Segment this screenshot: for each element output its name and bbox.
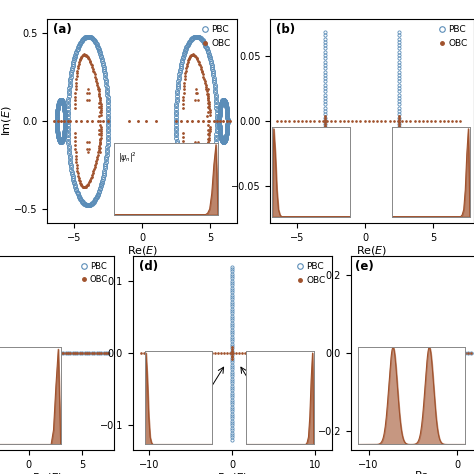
X-axis label: Re($E$): Re($E$): [356, 244, 388, 257]
X-axis label: Re($E$): Re($E$): [32, 472, 63, 474]
Legend: PBC, OBC: PBC, OBC: [294, 261, 327, 287]
X-axis label: Re($E$): Re($E$): [127, 244, 158, 257]
X-axis label: Re: Re: [415, 472, 429, 474]
X-axis label: Re($E$): Re($E$): [217, 472, 248, 474]
Text: (a): (a): [53, 23, 72, 36]
Legend: PBC, OBC: PBC, OBC: [437, 24, 469, 50]
Y-axis label: Im($E$): Im($E$): [0, 106, 13, 136]
Legend: PBC, OBC: PBC, OBC: [79, 260, 109, 286]
Legend: PBC, OBC: PBC, OBC: [200, 24, 232, 50]
Text: (e): (e): [355, 260, 374, 273]
Text: (b): (b): [276, 23, 295, 36]
Text: (d): (d): [139, 260, 158, 273]
